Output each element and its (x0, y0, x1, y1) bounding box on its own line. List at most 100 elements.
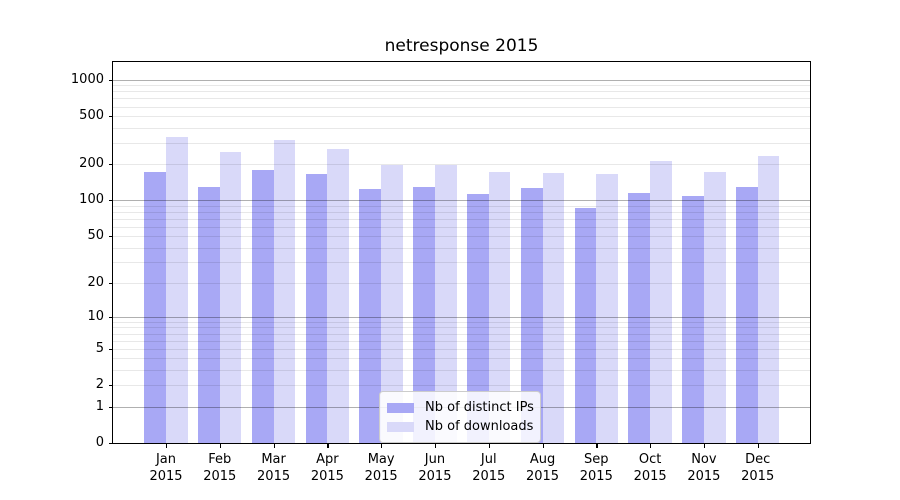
bar-jul-downloads (488, 172, 511, 443)
x-tick-month: Dec (745, 452, 771, 467)
gridline-1000 (113, 79, 810, 81)
x-tick-label-jan: Jan 2015 (136, 451, 196, 485)
bar-nov-distinct-ips (682, 196, 704, 443)
x-tick-year: 2015 (257, 469, 291, 484)
gridline-9 (113, 321, 810, 323)
x-tick-mark-jun (434, 444, 437, 448)
x-tick-month: Feb (208, 452, 232, 467)
gridline-100 (113, 200, 810, 202)
legend-label: Nb of distinct IPs (425, 400, 534, 415)
bar-may-distinct-ips (359, 188, 382, 443)
gridline-5 (113, 348, 810, 350)
x-tick-mark-apr (327, 444, 329, 448)
x-tick-mark-mar (273, 444, 275, 448)
y-tick-mark-50 (109, 236, 113, 238)
y-tick-label-1000: 1000 (70, 71, 104, 87)
y-tick-label-0: 0 (95, 435, 104, 450)
y-tick-mark-500 (109, 116, 113, 118)
x-tick-label-mar: Mar 2015 (244, 451, 304, 485)
bar-jun-distinct-ips (413, 187, 435, 443)
bar-oct-downloads (650, 161, 672, 443)
x-tick-mark-oct (650, 444, 652, 448)
legend: Nb of distinct IPs Nb of downloads (379, 391, 541, 443)
gridline-70 (113, 218, 810, 220)
bar-feb-distinct-ips (198, 187, 220, 443)
x-tick-label-feb: Feb 2015 (190, 451, 250, 485)
x-tick-month: Sep (584, 452, 609, 467)
bar-jul-distinct-ips (467, 194, 489, 443)
gridline-30 (113, 262, 810, 264)
legend-label: Nb of downloads (425, 419, 534, 434)
gridline-400 (113, 127, 810, 129)
bar-feb-downloads (219, 151, 242, 443)
y-tick-mark-10 (109, 316, 113, 319)
gridline-800 (113, 91, 810, 93)
bar-dec-distinct-ips (735, 187, 758, 443)
gridline-6 (113, 340, 810, 342)
bar-oct-distinct-ips (628, 192, 651, 443)
bar-may-downloads (381, 164, 403, 443)
y-tick-label-50: 50 (87, 228, 104, 244)
x-tick-year: 2015 (149, 469, 183, 484)
bar-apr-downloads (327, 148, 350, 443)
x-tick-month: Nov (691, 452, 717, 467)
x-tick-year: 2015 (203, 469, 237, 484)
bar-mar-downloads (273, 140, 296, 443)
x-tick-year: 2015 (741, 469, 775, 484)
x-tick-year: 2015 (364, 469, 398, 484)
x-tick-month: Oct (638, 452, 662, 467)
x-tick-year: 2015 (579, 469, 613, 484)
gridline-900 (113, 85, 810, 87)
x-tick-year: 2015 (472, 469, 506, 484)
y-tick-label-5: 5 (95, 340, 104, 356)
y-tick-label-500: 500 (79, 108, 104, 124)
gridline-10 (113, 316, 810, 318)
x-tick-mark-may (381, 444, 383, 448)
y-tick-label-2: 2 (95, 377, 104, 393)
x-tick-month: Jun (424, 452, 446, 467)
x-tick-month: Jan (155, 452, 177, 467)
y-tick-label-200: 200 (79, 156, 104, 172)
bar-jan-downloads (166, 137, 188, 443)
y-tick-mark-2 (109, 385, 113, 387)
x-tick-year: 2015 (418, 469, 452, 484)
gridline-200 (113, 164, 810, 166)
x-tick-year: 2015 (633, 469, 667, 484)
gridline-600 (113, 106, 810, 108)
chart-title: netresponse 2015 (384, 36, 539, 56)
bar-sep-distinct-ips (574, 208, 597, 443)
gridline-2 (113, 385, 810, 387)
gridline-500 (113, 116, 810, 118)
gridline-4 (113, 358, 810, 360)
gridline-20 (113, 282, 810, 284)
x-tick-year: 2015 (525, 469, 560, 484)
x-tick-label-sep: Sep 2015 (566, 451, 626, 485)
x-tick-label-apr: Apr 2015 (297, 451, 357, 485)
x-tick-month: Apr (316, 452, 339, 467)
x-tick-label-dec: Dec 2015 (728, 451, 788, 485)
legend-item-distinct-ips: Nb of distinct IPs (387, 398, 534, 417)
y-tick-mark-5 (109, 348, 113, 350)
y-tick-mark-20 (109, 282, 113, 285)
gridline-700 (113, 98, 810, 100)
gridline-50 (113, 236, 810, 238)
y-tick-mark-100 (109, 200, 113, 202)
gridline-300 (113, 142, 810, 144)
x-tick-year: 2015 (310, 469, 344, 484)
bar-jun-downloads (434, 164, 457, 443)
bar-nov-downloads (703, 172, 726, 443)
y-tick-mark-0 (109, 443, 113, 445)
gridline-3 (113, 370, 810, 372)
gridline-80 (113, 211, 810, 213)
gridline-8 (113, 327, 810, 329)
x-tick-mark-jul (488, 444, 490, 448)
x-tick-mark-sep (596, 444, 598, 448)
x-tick-year: 2015 (687, 469, 721, 484)
gridline-40 (113, 247, 810, 249)
gridline-60 (113, 226, 810, 228)
y-tick-label-100: 100 (79, 192, 104, 208)
bar-apr-distinct-ips (305, 173, 328, 443)
y-tick-label-1: 1 (95, 398, 104, 414)
bar-sep-downloads (596, 174, 618, 443)
x-tick-mark-nov (703, 444, 706, 448)
